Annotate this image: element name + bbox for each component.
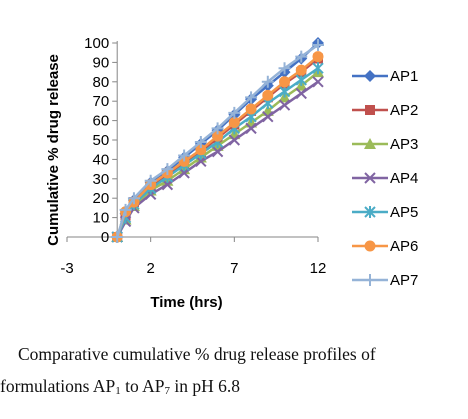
data-point-ap7 — [119, 203, 132, 216]
y-tick-label: 50 — [93, 132, 110, 149]
caption-line-2: formulations AP1 to AP7 in pH 6.8 — [0, 370, 468, 407]
legend-label-ap5: AP5 — [390, 204, 418, 221]
legend-label-ap2: AP2 — [390, 102, 418, 119]
data-point-ap7 — [178, 149, 191, 162]
data-point-ap4 — [312, 76, 324, 88]
data-point-ap5 — [278, 85, 291, 98]
data-point-ap6 — [295, 64, 307, 76]
legend-marker-ap2 — [365, 105, 375, 115]
caption-line-1: Comparative cumulative % drug release pr… — [18, 344, 376, 364]
data-point-ap7 — [194, 135, 207, 148]
data-point-ap7 — [127, 192, 140, 205]
data-point-ap7 — [144, 174, 157, 187]
data-point-ap4 — [245, 122, 257, 135]
y-tick-label: 20 — [93, 190, 110, 207]
data-point-ap7 — [245, 91, 258, 104]
data-point-ap4 — [228, 134, 241, 146]
legend-label-ap6: AP6 — [390, 238, 418, 255]
legend-label-ap4: AP4 — [390, 170, 418, 187]
caption-to: to AP — [120, 376, 165, 396]
data-point-ap7 — [161, 163, 174, 176]
x-axis-title: Time (hrs) — [150, 294, 222, 311]
data-point-ap7 — [211, 122, 224, 135]
y-tick-label: 10 — [93, 210, 110, 227]
y-tick-label: 90 — [93, 54, 110, 71]
legend-label-ap1: AP1 — [390, 68, 418, 85]
data-point-ap4 — [262, 111, 274, 123]
series-line-ap3 — [116, 71, 319, 238]
data-point-ap5 — [295, 73, 307, 86]
data-point-ap7 — [312, 38, 324, 51]
data-point-ap6 — [228, 117, 240, 129]
y-tick-label: 80 — [93, 74, 110, 91]
chart: 0 10 20 30 40 50 60 70 80 90 100 -3 2 7 12 Time (hrs) Cu… — [45, 35, 418, 311]
data-point-ap6 — [312, 51, 324, 63]
data-point-ap7 — [111, 231, 124, 243]
y-tick-label: 30 — [93, 171, 110, 188]
series-line-ap7 — [116, 43, 319, 238]
legend: AP1 AP2 AP3 AP4 AP5 AP6 AP7 — [352, 68, 418, 289]
figure-caption: Comparative cumulative % drug release pr… — [0, 338, 468, 407]
legend-marker-ap7 — [364, 274, 376, 286]
caption-prefix: formulations AP — [0, 376, 116, 396]
y-tick-label: 60 — [93, 113, 110, 130]
y-axis-title: Cumulative % drug release — [45, 54, 62, 246]
data-point-ap5 — [312, 62, 324, 75]
legend-marker-ap5 — [364, 206, 376, 218]
x-tick-label: 7 — [230, 260, 238, 277]
x-tick-label: 12 — [310, 260, 327, 277]
caption-suffix: in pH 6.8 — [170, 376, 240, 396]
data-point-ap6 — [212, 130, 224, 142]
data-point-ap7 — [278, 62, 291, 75]
x-tick-label: -3 — [60, 260, 73, 277]
y-tick-label: 100 — [84, 35, 109, 52]
data-point-ap7 — [295, 50, 308, 63]
series-line-ap4 — [116, 80, 319, 238]
y-tick-label: 70 — [93, 93, 110, 110]
y-tick-label: 40 — [93, 151, 110, 168]
data-point-ap6 — [245, 103, 257, 115]
legend-label-ap7: AP7 — [390, 272, 418, 289]
data-point-ap4 — [211, 145, 224, 158]
caption-subscript-7: 7 — [164, 385, 171, 397]
plot-area: 0 10 20 30 40 50 60 70 80 90 100 -3 2 7 12 Time (hrs) Cu… — [45, 35, 326, 311]
data-point-ap4 — [295, 87, 307, 100]
legend-marker-ap4 — [364, 172, 376, 184]
legend-label-ap3: AP3 — [390, 136, 418, 153]
data-point-ap7 — [261, 75, 274, 88]
data-point-ap6 — [195, 144, 207, 156]
data-point-ap6 — [262, 89, 274, 101]
legend-marker-ap6 — [364, 240, 376, 252]
legend-marker-ap3 — [364, 138, 376, 149]
legend-marker-ap1 — [364, 70, 376, 82]
x-tick-label: 2 — [146, 260, 154, 277]
data-point-ap4 — [278, 99, 291, 111]
data-point-ap7 — [228, 106, 241, 119]
caption-subscript-1: 1 — [115, 385, 121, 397]
y-tick-label: 0 — [101, 229, 109, 246]
data-point-ap6 — [279, 76, 291, 88]
